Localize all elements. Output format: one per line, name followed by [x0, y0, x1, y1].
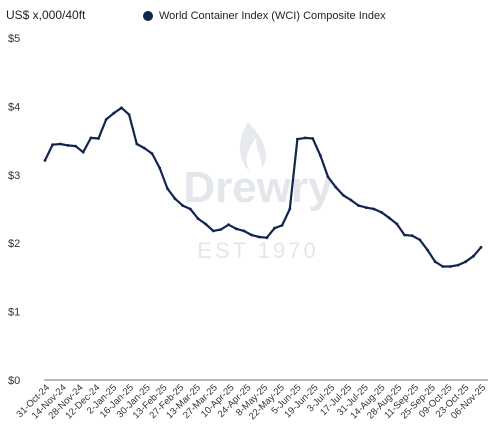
wci-composite-line [43, 106, 483, 268]
data-point [204, 222, 208, 226]
data-point [464, 260, 468, 264]
data-point [273, 226, 276, 230]
data-point [395, 222, 399, 226]
y-tick-label: $5 [8, 33, 20, 45]
data-point [410, 234, 414, 238]
data-point [181, 204, 185, 208]
data-point [227, 223, 231, 227]
data-point [456, 263, 460, 267]
y-tick-label: $1 [8, 307, 20, 319]
data-point [51, 143, 54, 147]
data-point [81, 150, 85, 154]
y-unit-label: US$ x,000/40ft [6, 8, 86, 22]
watermark-brand: Drewry [183, 163, 333, 212]
data-point [143, 146, 146, 150]
data-point [150, 152, 154, 156]
data-point [288, 207, 292, 211]
data-point [173, 197, 177, 201]
data-point [211, 229, 215, 233]
data-point [97, 137, 100, 140]
data-point [43, 159, 47, 162]
data-point [341, 193, 345, 197]
data-point [479, 245, 483, 249]
data-point [112, 111, 116, 115]
data-point [433, 260, 437, 264]
data-point [403, 233, 406, 237]
data-point [89, 136, 93, 140]
data-point [303, 136, 307, 140]
data-point [196, 217, 200, 221]
data-point [326, 175, 330, 179]
data-point [380, 211, 383, 214]
y-tick-label: $3 [8, 170, 20, 182]
watermark-flame-icon [239, 122, 266, 172]
data-point [357, 204, 360, 208]
data-point [257, 235, 261, 239]
data-point [334, 185, 338, 189]
y-tick-label: $0 [8, 375, 20, 387]
data-point [319, 154, 322, 158]
data-point [372, 207, 376, 211]
data-point [120, 106, 123, 110]
data-point [219, 228, 223, 231]
data-point [472, 254, 475, 258]
data-point [441, 265, 445, 268]
data-point [364, 206, 368, 210]
y-tick-label: $4 [8, 101, 20, 113]
drewry-watermark: Drewry EST 1970 [183, 122, 333, 263]
data-point [58, 142, 62, 146]
data-point [234, 227, 238, 231]
data-point [250, 233, 253, 237]
legend-marker [143, 11, 153, 21]
data-point [387, 216, 391, 220]
y-axis: $0 $1 $2 $3 $4 $5 [8, 33, 20, 387]
data-point [66, 144, 70, 147]
data-point [74, 144, 77, 148]
data-point [127, 113, 131, 116]
data-point [166, 187, 169, 190]
data-point [418, 238, 422, 242]
data-point [104, 118, 108, 121]
legend-label: World Container Index (WCI) Composite In… [159, 10, 386, 22]
data-point [449, 265, 452, 268]
x-axis: 31-Oct-2414-Nov-2428-Nov-2412-Dec-242-Ja… [14, 382, 488, 422]
legend: World Container Index (WCI) Composite In… [143, 10, 386, 22]
data-point [426, 248, 429, 252]
data-point [311, 137, 315, 140]
data-point [296, 137, 299, 141]
data-point [158, 166, 162, 170]
series-points [43, 106, 483, 268]
data-point [188, 207, 192, 211]
data-point [265, 236, 269, 240]
y-tick-label: $2 [8, 238, 20, 250]
data-point [242, 229, 246, 233]
watermark-tagline: EST 1970 [197, 238, 318, 263]
data-point [135, 142, 139, 146]
data-point [349, 198, 353, 202]
data-point [280, 224, 284, 227]
